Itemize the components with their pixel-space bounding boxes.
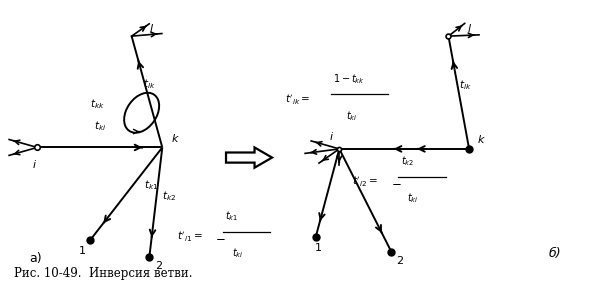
Text: $i$: $i$ [328,130,334,142]
Text: $1-t_{kk}$: $1-t_{kk}$ [333,72,365,86]
Text: $-$: $-$ [215,231,226,244]
Text: $t_{k1}$: $t_{k1}$ [144,178,159,192]
Text: $k$: $k$ [170,132,179,144]
Text: $t'_{i2}=$: $t'_{i2}=$ [352,175,378,189]
Text: $2$: $2$ [155,259,163,271]
Text: $t_{kk}$: $t_{kk}$ [91,97,105,111]
Text: а): а) [30,252,42,265]
Text: Рис. 10-49.  Инверсия ветви.: Рис. 10-49. Инверсия ветви. [14,267,192,280]
Text: б): б) [549,247,561,260]
Text: $t_{lk}$: $t_{lk}$ [459,78,471,92]
Text: $t_{lk}$: $t_{lk}$ [144,77,156,91]
Text: $-$: $-$ [390,175,401,189]
Text: $t_{ki}$: $t_{ki}$ [232,246,244,260]
Text: $k$: $k$ [477,133,486,145]
Text: $1$: $1$ [78,244,86,256]
Text: $1$: $1$ [314,241,322,253]
Text: $l$: $l$ [467,22,473,34]
Text: $t_{k2}$: $t_{k2}$ [162,190,176,203]
Text: $l$: $l$ [150,22,154,34]
Text: $t_{k2}$: $t_{k2}$ [401,154,414,168]
Text: $i$: $i$ [32,158,37,170]
Text: $t_{ki}$: $t_{ki}$ [407,191,419,205]
Text: $t_{k1}$: $t_{k1}$ [225,209,239,223]
Text: $t'_{i1}=$: $t'_{i1}=$ [177,230,203,244]
FancyArrow shape [226,147,272,168]
Text: $2$: $2$ [396,254,403,266]
Text: $t_{ki}$: $t_{ki}$ [346,109,358,123]
Text: $t_{ki}$: $t_{ki}$ [94,119,106,133]
Text: $t'_{ik}=$: $t'_{ik}=$ [285,93,311,107]
